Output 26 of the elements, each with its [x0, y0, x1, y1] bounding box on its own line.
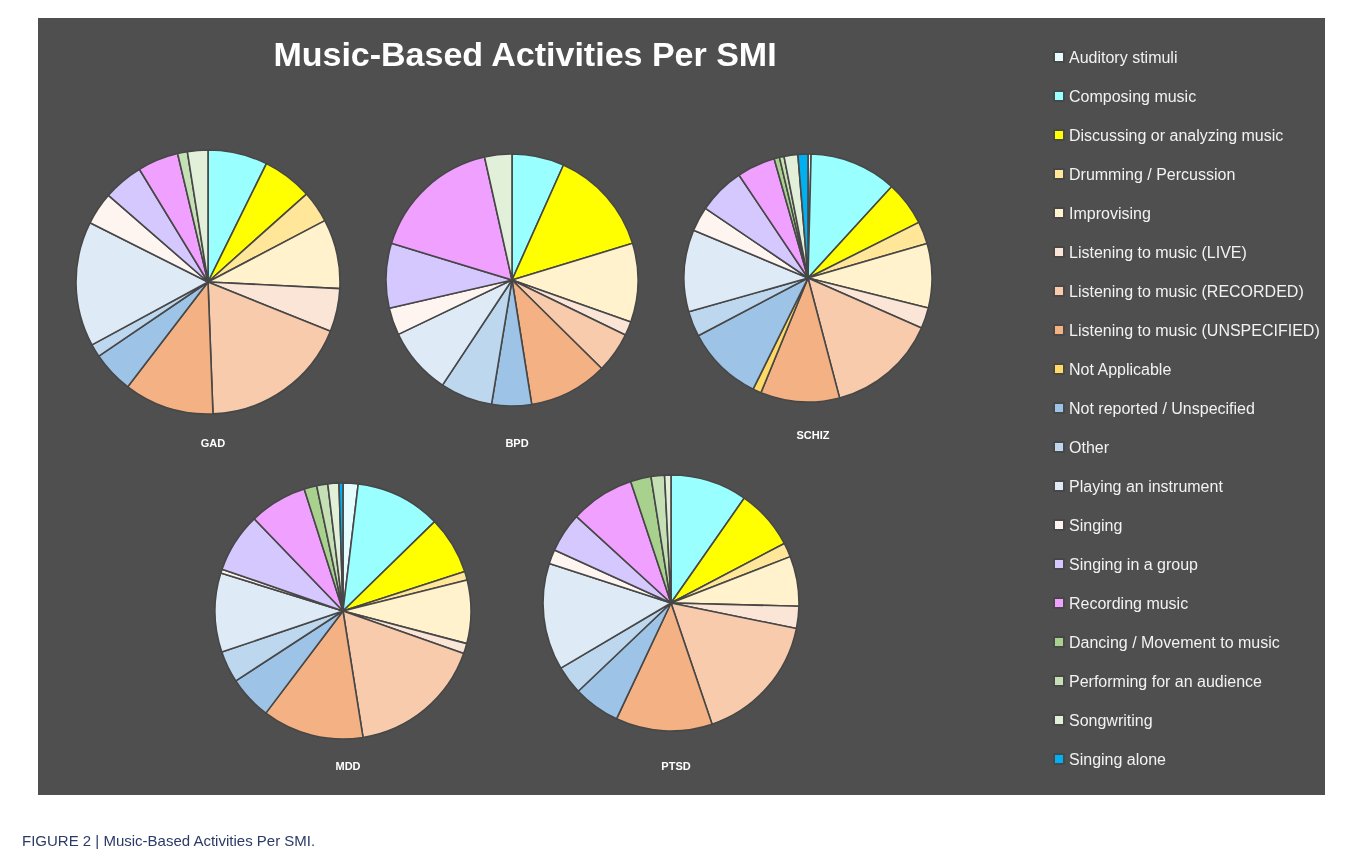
legend-label: Listening to music (LIVE) — [1069, 243, 1247, 261]
slice-label: SCHIZ — [796, 428, 830, 441]
legend-label: Recording music — [1069, 594, 1189, 612]
slice-label: GAD — [200, 436, 226, 449]
legend-label: Songwriting — [1069, 711, 1153, 729]
legend-label: Other — [1069, 438, 1110, 456]
legend-label: Drumming / Percussion — [1069, 165, 1236, 183]
legend-label: Composing music — [1069, 87, 1197, 105]
legend-label: Not Applicable — [1069, 360, 1172, 378]
legend-label: Discussing or analyzing music — [1069, 126, 1284, 144]
legend-label: Improvising — [1069, 204, 1151, 222]
legend-label: Not reported / Unspecified — [1069, 399, 1255, 417]
slice-label: BPD — [505, 436, 529, 449]
slice-label: PTSD — [661, 759, 691, 772]
legend-label: Singing alone — [1069, 750, 1167, 768]
caption: FIGURE 2 | Music-Based Activities Per SMI. — [22, 832, 316, 849]
slice-label: MDD — [335, 759, 361, 772]
legend-label: Listening to music (UNSPECIFIED) — [1069, 321, 1320, 339]
legend-label: Singing — [1069, 516, 1123, 534]
legend-label: Listening to music (RECORDED) — [1069, 282, 1304, 300]
legend-label: Performing for an audience — [1069, 672, 1263, 690]
legend-label: Dancing / Movement to music — [1069, 633, 1280, 651]
legend-label: Playing an instrument — [1069, 477, 1224, 495]
legend-label: Auditory stimuli — [1069, 48, 1178, 66]
legend-label: Singing in a group — [1069, 555, 1199, 573]
chart-title: Music-Based Activities Per SMI — [273, 35, 777, 73]
